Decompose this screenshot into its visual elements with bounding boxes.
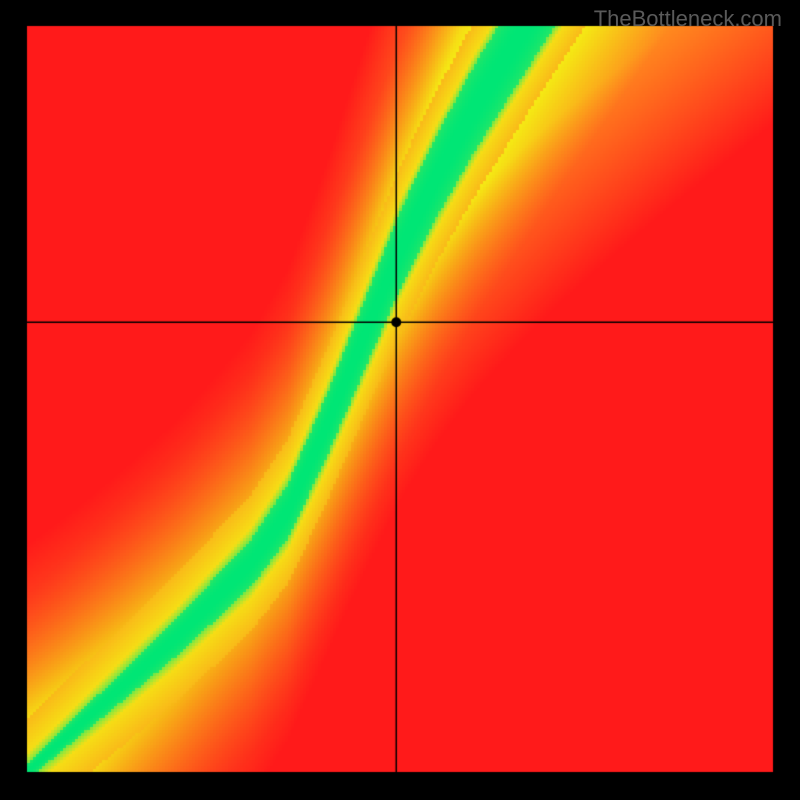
chart-container: TheBottleneck.com xyxy=(0,0,800,800)
watermark-text: TheBottleneck.com xyxy=(594,6,782,32)
bottleneck-heatmap-canvas xyxy=(0,0,800,800)
